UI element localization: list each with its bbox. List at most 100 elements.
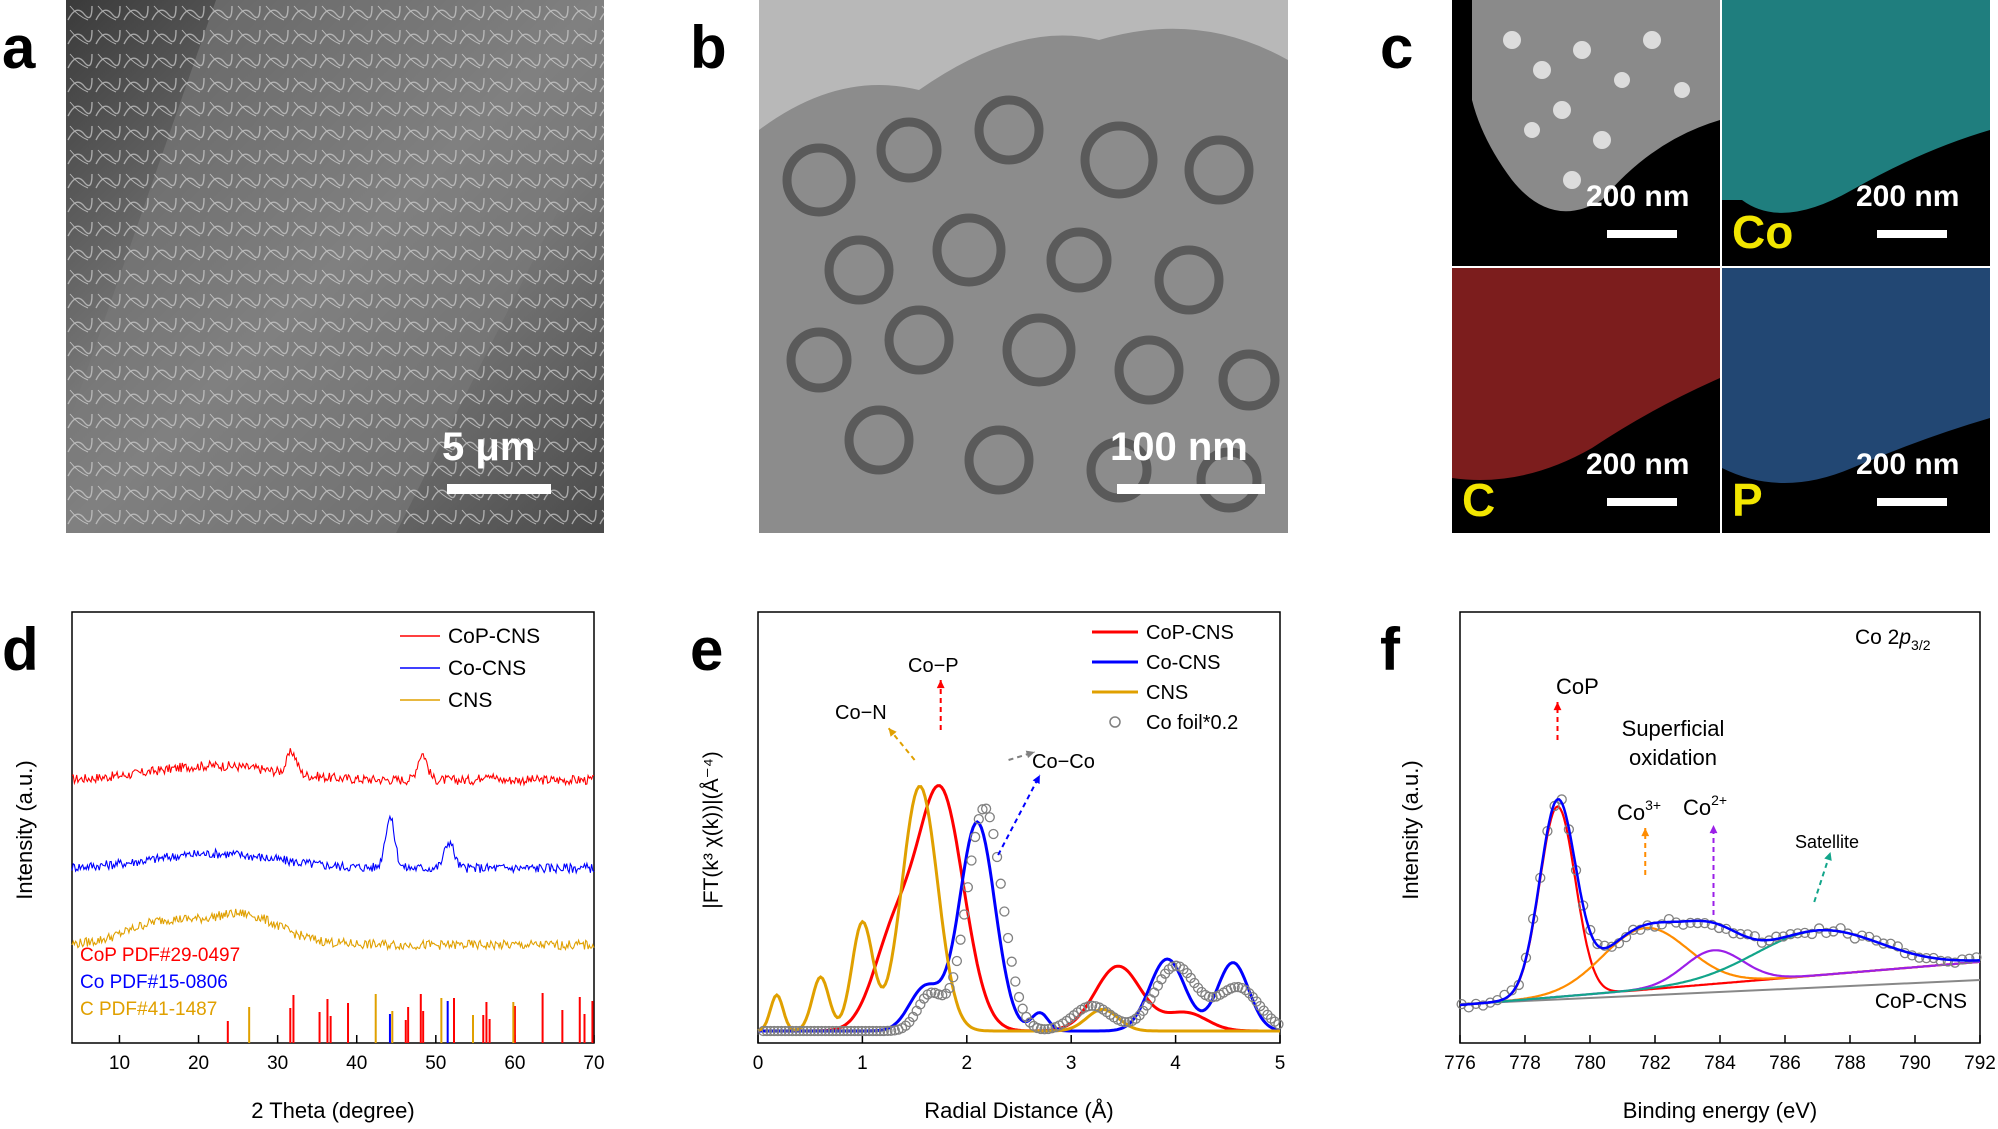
- exafs-co-foil-point: [1083, 1001, 1094, 1012]
- exafs-plot-frame: [757, 611, 1281, 1044]
- exafs-co-foil-point: [991, 851, 1003, 863]
- xps-raw-point: [1971, 952, 1982, 963]
- exafs-co-foil-point: [1130, 1013, 1142, 1024]
- exafs-co-foil-point: [1024, 1017, 1036, 1028]
- exafs-co-foil-point: [1138, 1005, 1149, 1017]
- exafs-co-foil-point: [962, 882, 973, 893]
- exafs-co-foil-point: [776, 1025, 787, 1037]
- p-map-tile: [1722, 268, 1990, 533]
- exafs-legend-cop-cns: CoP-CNS: [1146, 622, 1234, 644]
- exafs-co-foil-point: [1116, 1016, 1127, 1027]
- exafs-co-foil-point: [885, 1025, 897, 1036]
- xps-raw-point: [1678, 919, 1689, 930]
- xrd-ref-label-c: C PDF#41-1487: [80, 999, 217, 1020]
- xrd-xtick-label: 10: [109, 1053, 130, 1074]
- exafs-co-foil-point: [864, 1025, 875, 1037]
- xps-raw-point: [1914, 952, 1925, 963]
- xrd-chart: 10 20 30 40 50 60 70 2 Theta (degree) Intensit…: [12, 611, 605, 1123]
- exafs-chart: 0 1 2 3 4 5 Radial Distance (Å) |FT(k³ χ(k))|…: [700, 611, 1285, 1123]
- exafs-co-foil-point: [758, 1025, 769, 1037]
- exafs-co-foil-point: [765, 1025, 776, 1037]
- exafs-co-foil-point: [820, 1025, 831, 1037]
- exafs-co-foil-point: [787, 1025, 798, 1037]
- exafs-co-foil-point: [1006, 956, 1017, 967]
- xrd-legend: CoP-CNS Co-CNS CNS: [400, 625, 540, 712]
- element-label-c: C: [1462, 474, 1496, 526]
- exafs-co-foil-point: [995, 878, 1006, 889]
- xps-annot-oxidation: oxidation: [1629, 745, 1717, 770]
- exafs-co-foil-point: [915, 999, 926, 1010]
- xps-annot-cop: CoP: [1556, 674, 1599, 699]
- exafs-co-foil-point: [801, 1025, 813, 1037]
- scalebar-label-c-p: 200 nm: [1856, 448, 1960, 481]
- panel-label-b: b: [690, 14, 727, 81]
- element-label-co: Co: [1732, 206, 1794, 258]
- scalebar-c-p: [1877, 498, 1947, 506]
- exafs-xtick-label: 0: [753, 1053, 764, 1074]
- exafs-co-foil-point: [970, 831, 981, 843]
- exafs-co-foil-point: [1207, 992, 1218, 1003]
- exafs-xlabel: Radial Distance (Å): [924, 1098, 1114, 1123]
- exafs-co-foil-point: [889, 1025, 900, 1036]
- xps-raw-point: [1892, 941, 1903, 952]
- xps-raw-point: [1964, 953, 1975, 964]
- xrd-xtick-label: 20: [188, 1053, 209, 1074]
- scalebar-b: [1117, 484, 1265, 494]
- exafs-co-foil-point: [1021, 1011, 1032, 1023]
- exafs-arrow-co-n-head: [888, 728, 897, 737]
- panel-label-e: e: [690, 616, 724, 683]
- exafs-legend-cns: CNS: [1146, 682, 1188, 704]
- xps-envelope-fit: [1459, 798, 1980, 1007]
- scalebar-label-b: 100 nm: [1110, 425, 1248, 469]
- c-map-tile: [1452, 268, 1720, 533]
- xps-annot-superficial: Superficial: [1622, 716, 1725, 741]
- haadf-tile: [1452, 0, 1720, 266]
- xps-xlabel: Binding energy (eV): [1623, 1098, 1817, 1123]
- exafs-arrow-co-co-gray-head: [1025, 750, 1035, 759]
- xps-raw-point: [1749, 931, 1760, 942]
- scalebar-c-c: [1607, 498, 1677, 506]
- exafs-co-foil-point: [1010, 976, 1021, 987]
- xps-raw-point: [1692, 917, 1703, 929]
- xrd-xlabel: 2 Theta (degree): [251, 1098, 414, 1123]
- exafs-legend-co-cns: Co-CNS: [1146, 652, 1220, 674]
- exafs-legend: CoP-CNS Co-CNS CNS Co foil*0.2: [1092, 622, 1238, 734]
- scalebar-c-co: [1877, 230, 1947, 238]
- xrd-legend-cop-cns: CoP-CNS: [448, 625, 540, 648]
- xps-arrow-cop-head: [1553, 702, 1562, 711]
- exafs-series-co-cns: [758, 820, 1281, 1033]
- exafs-co-foil-point: [1196, 986, 1207, 998]
- exafs-co-foil-point: [988, 828, 999, 840]
- co-map-tile: [1722, 0, 1990, 266]
- panel-label-f: f: [1380, 616, 1400, 683]
- xps-raw-point: [1942, 956, 1953, 967]
- exafs-co-foil-point: [798, 1025, 809, 1037]
- exafs-co-foil-point: [1262, 1009, 1273, 1020]
- tem-image: [759, 0, 1288, 533]
- xps-plot-frame: [1459, 611, 1981, 1044]
- exafs-co-foil-point: [1119, 1016, 1131, 1028]
- exafs-co-foil-point: [1265, 1013, 1277, 1024]
- xps-background-line: [1459, 979, 1981, 1005]
- xps-sample-label: CoP-CNS: [1875, 990, 1967, 1013]
- xps-arrow-co3-head: [1641, 828, 1650, 837]
- exafs-co-foil-point: [769, 1025, 780, 1037]
- exafs-co-foil-point: [834, 1025, 846, 1037]
- exafs-arrow-co-co-blue-head: [1032, 775, 1040, 784]
- exafs-co-foil-point: [849, 1025, 860, 1037]
- xps-raw-point: [1771, 931, 1782, 942]
- xrd-series-cns: [71, 908, 595, 952]
- xps-raw-point: [1699, 917, 1710, 929]
- exafs-co-foil-point: [984, 812, 995, 823]
- exafs-co-foil-point: [812, 1025, 824, 1037]
- exafs-co-foil-point: [761, 1025, 773, 1037]
- eds-mapping: 200 nm 200 nm 200 nm 200 nm Co C P: [1452, 0, 1990, 533]
- exafs-co-foil-point: [1229, 982, 1240, 993]
- scalebar-label-c-c: 200 nm: [1586, 448, 1690, 481]
- xps-raw-point: [1685, 917, 1696, 929]
- exafs-annot-co-p: Co−P: [908, 655, 959, 677]
- sem-image: [66, 0, 604, 533]
- exafs-co-foil-point: [933, 989, 944, 1000]
- exafs-co-foil-point: [948, 972, 959, 983]
- xrd-xtick-label: 40: [346, 1053, 367, 1074]
